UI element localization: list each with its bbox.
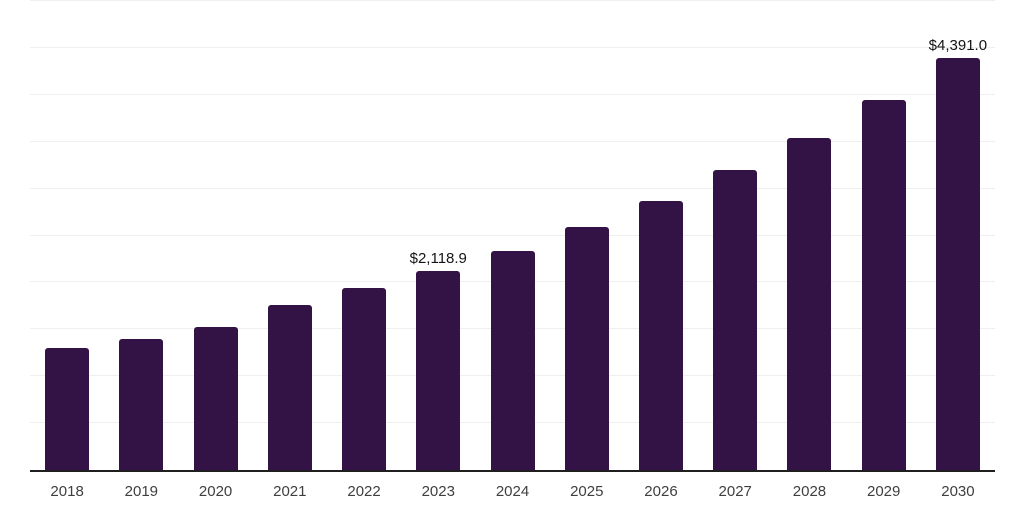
x-tick-2026: 2026 bbox=[644, 483, 678, 500]
bar-2029[interactable] bbox=[861, 100, 906, 470]
x-tick-2029: 2029 bbox=[867, 483, 901, 500]
gridline-4500 bbox=[30, 46, 995, 48]
x-tick-2024: 2024 bbox=[495, 483, 530, 500]
x-tick-2030: 2030 bbox=[941, 483, 975, 500]
bar-2023[interactable] bbox=[416, 271, 461, 470]
gridline-3000 bbox=[30, 187, 995, 189]
gridline-2500 bbox=[30, 234, 995, 236]
x-tick-2022: 2022 bbox=[347, 483, 381, 500]
bar-2022[interactable] bbox=[342, 288, 387, 470]
x-axis-tick-labels: 2018 2019 2020 2021 2022 2023 2024 2025 2026 2027… bbox=[30, 481, 995, 503]
x-tick-2019: 2019 bbox=[124, 483, 159, 500]
x-tick-2020: 2020 bbox=[198, 483, 233, 500]
x-tick-2021: 2021 bbox=[273, 483, 307, 500]
data-label-2023: $2,118.9 bbox=[409, 250, 467, 268]
bar-2027[interactable] bbox=[713, 170, 758, 470]
x-tick-2028: 2028 bbox=[792, 483, 827, 500]
bar-2030[interactable] bbox=[935, 58, 980, 470]
x-tick-2025: 2025 bbox=[570, 483, 604, 500]
x-tick-2018: 2018 bbox=[50, 483, 84, 500]
x-tick-2027: 2027 bbox=[718, 483, 752, 500]
plot-area: $2,118.9 $4,391.0 bbox=[30, 0, 995, 472]
data-label-2030: $4,391.0 bbox=[928, 37, 988, 55]
bar-2024[interactable] bbox=[490, 251, 535, 470]
bar-2021[interactable] bbox=[267, 304, 312, 470]
gridline-4000 bbox=[30, 93, 995, 95]
bar-2020[interactable] bbox=[193, 326, 238, 470]
bar-2026[interactable] bbox=[638, 201, 683, 470]
x-tick-2023: 2023 bbox=[421, 483, 455, 500]
bar-2025[interactable] bbox=[564, 227, 609, 470]
gridline-5000 bbox=[30, 0, 995, 1]
bar-2028[interactable] bbox=[787, 138, 832, 470]
bar-2018[interactable] bbox=[45, 347, 90, 470]
bar-2019[interactable] bbox=[119, 338, 164, 470]
gridline-3500 bbox=[30, 140, 995, 142]
